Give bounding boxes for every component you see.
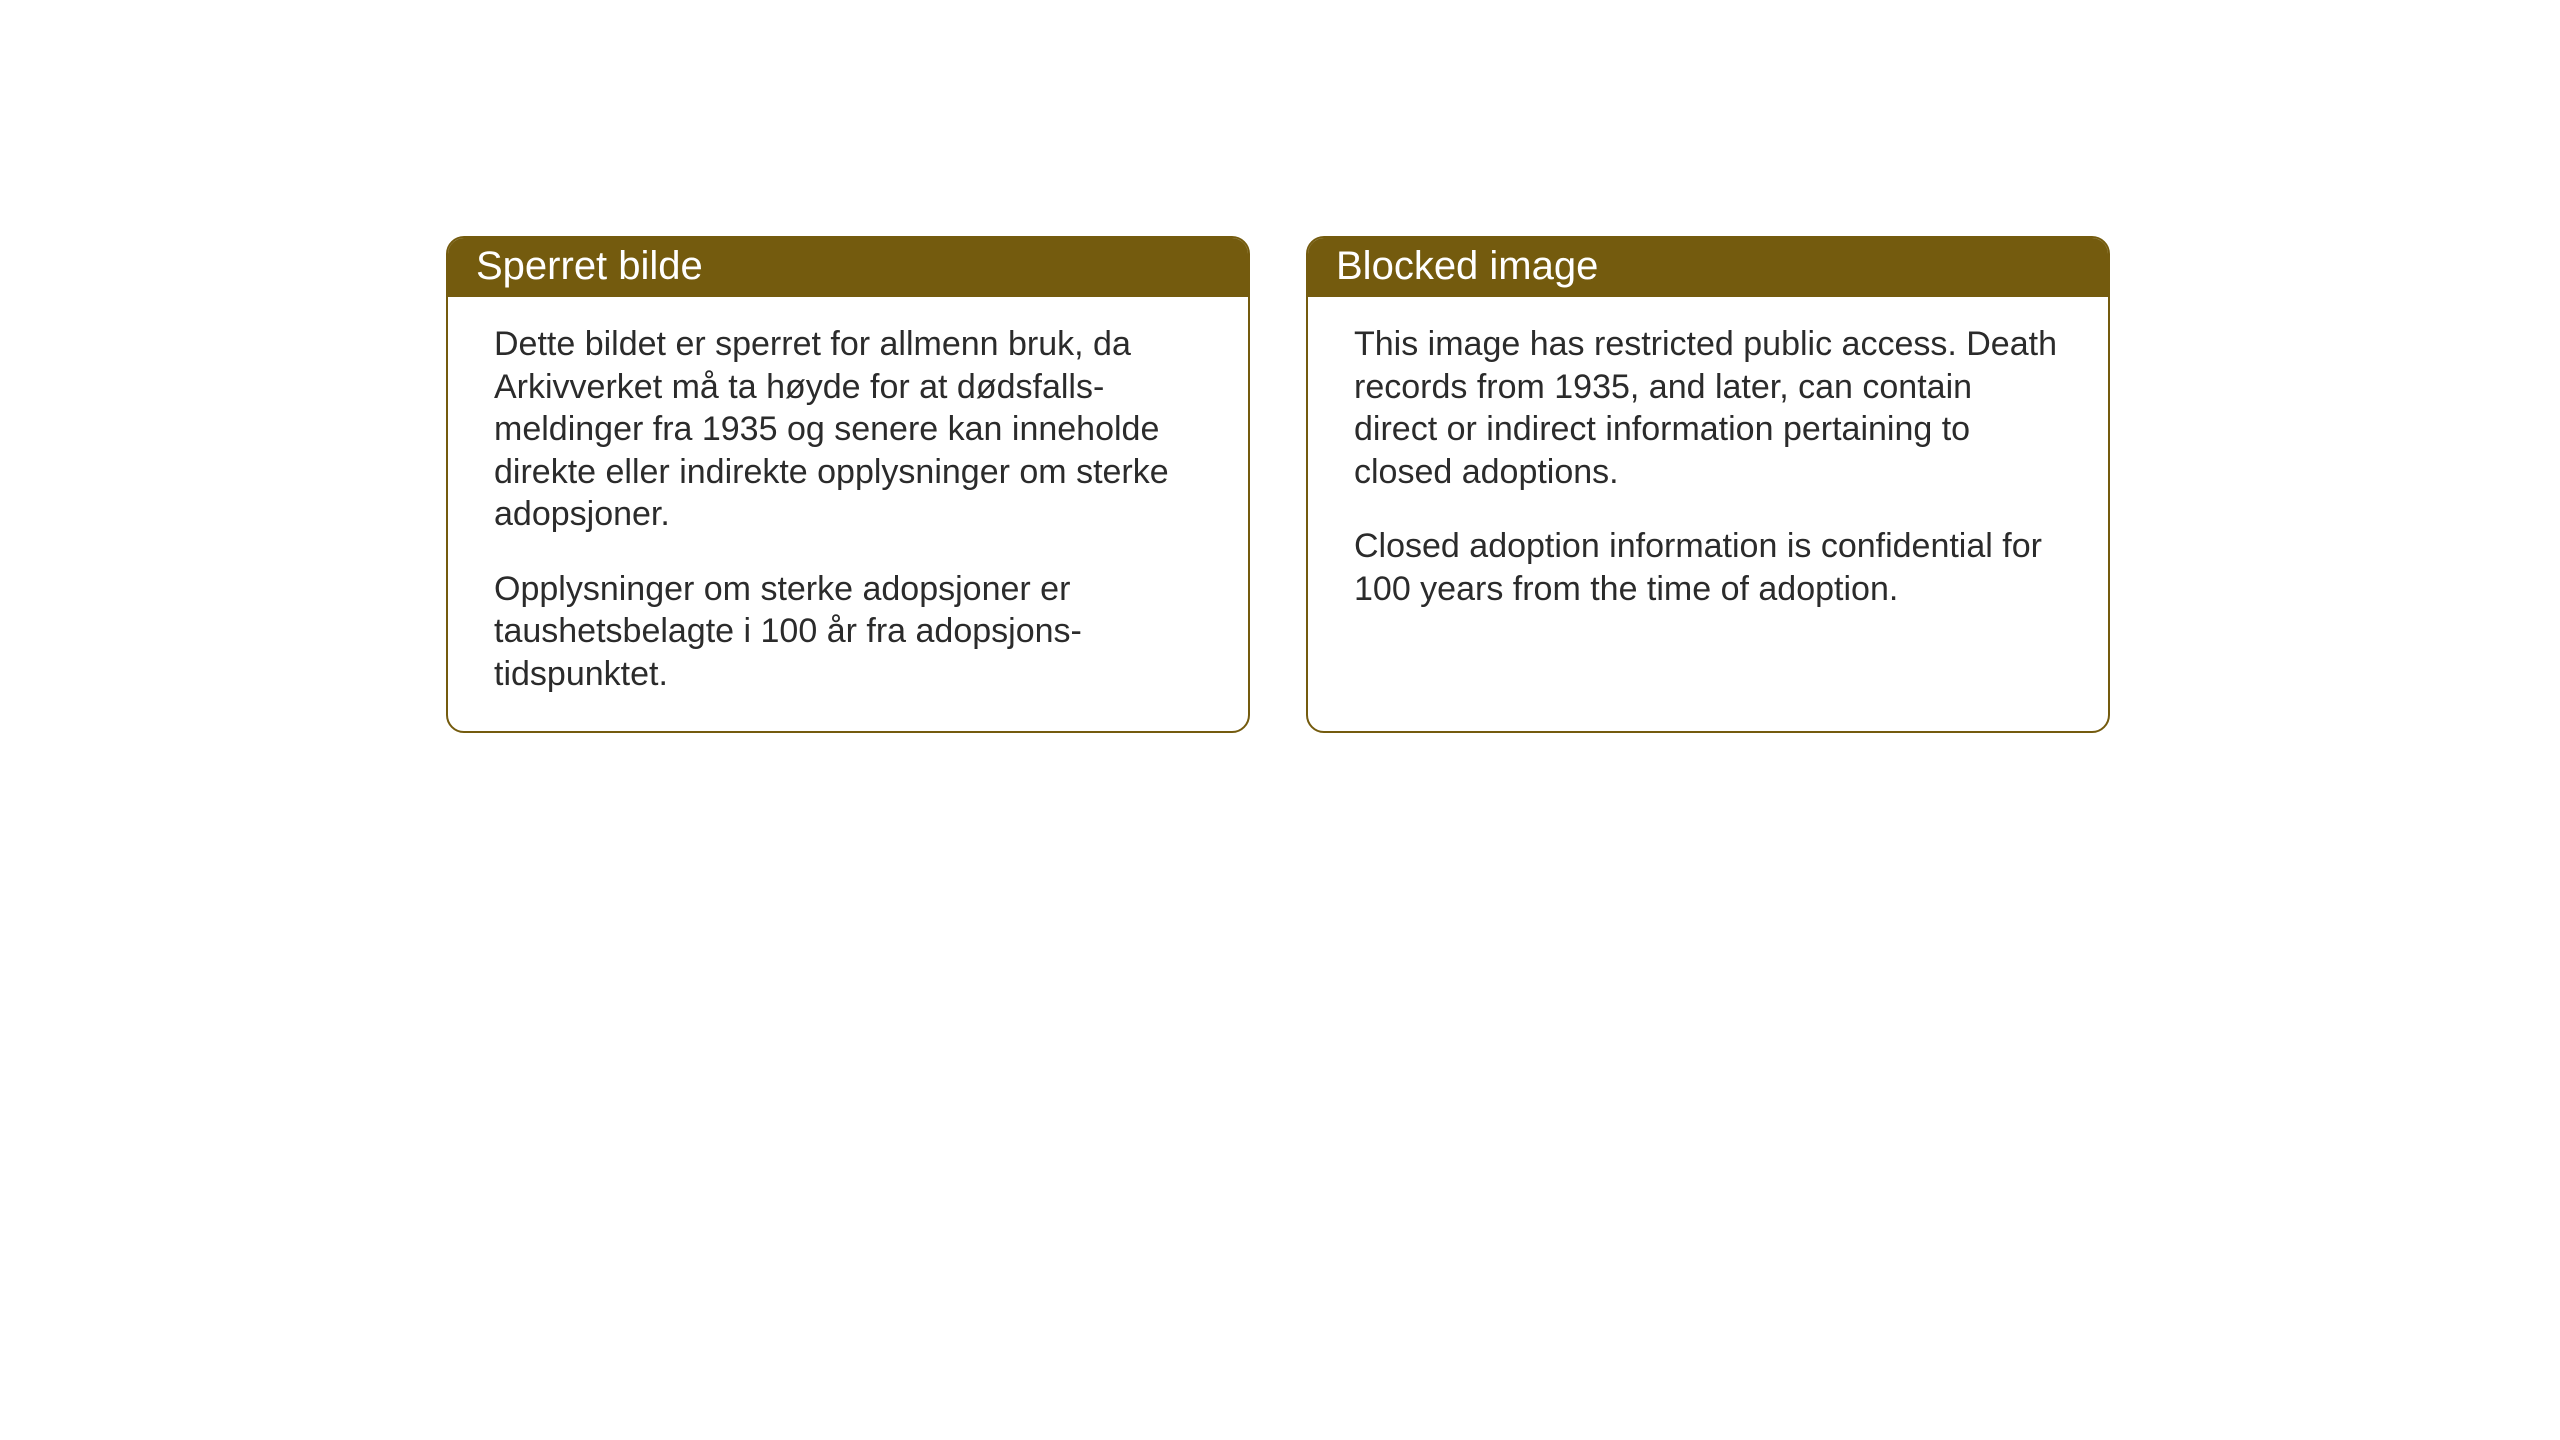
notice-paragraph: This image has restricted public access.… [1354, 323, 2062, 493]
notice-paragraph: Opplysninger om sterke adopsjoner er tau… [494, 568, 1202, 696]
notice-paragraph: Closed adoption information is confident… [1354, 525, 2062, 610]
card-header-norwegian: Sperret bilde [448, 238, 1248, 297]
card-header-english: Blocked image [1308, 238, 2108, 297]
notice-container: Sperret bilde Dette bildet er sperret fo… [446, 236, 2110, 733]
notice-card-norwegian: Sperret bilde Dette bildet er sperret fo… [446, 236, 1250, 733]
card-body-english: This image has restricted public access.… [1308, 297, 2108, 679]
card-body-norwegian: Dette bildet er sperret for allmenn bruk… [448, 297, 1248, 731]
card-title: Sperret bilde [476, 244, 703, 288]
card-title: Blocked image [1336, 244, 1598, 288]
notice-card-english: Blocked image This image has restricted … [1306, 236, 2110, 733]
notice-paragraph: Dette bildet er sperret for allmenn bruk… [494, 323, 1202, 536]
